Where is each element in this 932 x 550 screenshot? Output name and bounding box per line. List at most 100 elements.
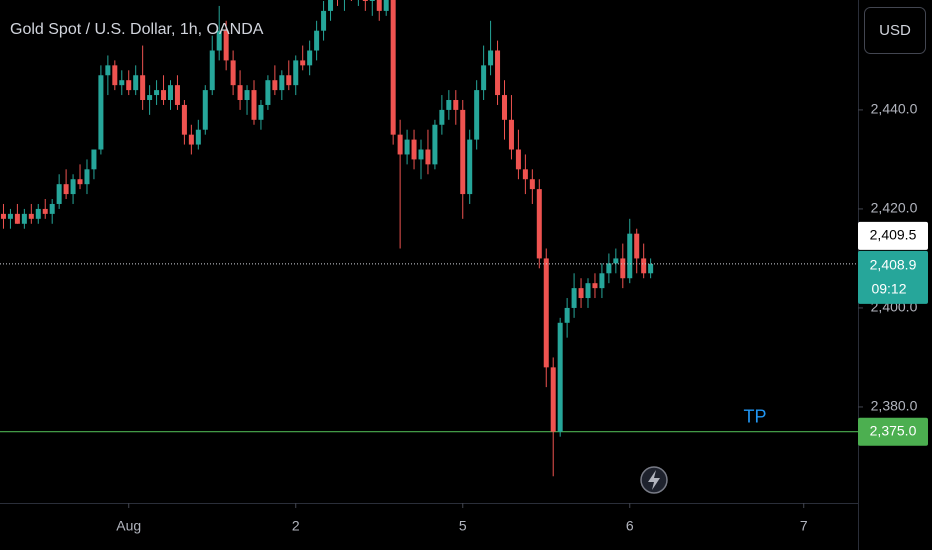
candle-body [585,283,591,299]
candle-body [230,60,236,86]
candle-body [578,288,584,299]
candle-body [251,90,257,120]
last-price-box [858,250,928,304]
y-tick-label: 2,440.0 [871,101,918,117]
candle-body [77,179,83,185]
candle-body [98,75,104,150]
x-tick-label: 7 [800,518,808,534]
candle-body [362,0,368,1]
candle-body [515,149,521,170]
candle-body [56,184,62,204]
candle-body [522,169,528,180]
candle-body [529,179,535,190]
candle-body [91,149,97,170]
candle-body [627,233,633,279]
candle-body [543,258,549,368]
candle-body [328,0,334,11]
candle-body [495,50,501,96]
candle-body [460,109,466,195]
candle-body [536,189,542,259]
candle-body [223,30,229,61]
candle-body [446,100,452,110]
candle-body [592,283,598,289]
candle-body [272,80,278,91]
candle-body [174,85,180,105]
currency-label[interactable]: USD [879,22,911,39]
x-tick-label: 5 [459,518,467,534]
countdown-label: 09:12 [871,281,906,297]
candle-body [119,80,125,86]
candle-body [237,85,243,101]
candle-body [293,60,299,86]
candle-body [202,90,208,130]
alert-bolt[interactable] [648,470,660,490]
candle-body [265,80,271,105]
candle-body [641,258,647,274]
y-tick-label: 2,380.0 [871,398,918,414]
candle-body [501,95,508,120]
candle-body [167,85,173,101]
last-price-label: 2,408.9 [870,257,917,273]
candle-body [439,109,445,125]
candle-body [49,203,55,214]
candle-body [564,307,570,323]
candle-body [154,90,160,96]
candle-body [550,367,556,432]
target-price-label: 2,375.0 [870,422,917,438]
candle-body [63,184,69,195]
candle-body [161,90,167,101]
candle-body [390,0,396,135]
candle-body [286,75,292,86]
candle-body [70,179,76,195]
candle-body [105,65,111,76]
candle-body [209,50,215,91]
candle-body [28,213,34,219]
candle-body [188,134,194,145]
y-tick-label: 2,420.0 [871,200,918,216]
candle-body [216,30,222,51]
candle-body [300,60,306,66]
candle-body [613,258,619,264]
candle-body [648,263,654,274]
candle-body [634,233,640,259]
alert-icon[interactable] [640,466,668,494]
candle-body [432,124,438,165]
candle-body [140,75,146,101]
candle-body [557,322,563,432]
candle-body [376,0,382,11]
candle-body [147,95,153,101]
candle-body [425,149,431,165]
candle-body [7,213,13,219]
candle-body [244,90,250,101]
candle-body [481,65,487,91]
candle-body [620,258,626,279]
candle-body [397,134,403,155]
candle-body [112,65,118,86]
candle-body [508,119,514,150]
candle-body [467,139,473,195]
candle-body [258,104,264,120]
candle-body [404,139,410,155]
candle-body [606,263,612,274]
candle-body [314,30,320,51]
x-tick-label: 6 [626,518,634,534]
target-text: TP [743,406,766,426]
candle-body [488,50,494,66]
candle-body [35,208,41,219]
candle-body [181,104,187,135]
x-tick-label: 2 [292,518,300,534]
chart-title: Gold Spot / U.S. Dollar, 1h, OANDA [10,21,264,38]
currency-button[interactable] [864,7,926,54]
candle-body [21,213,27,224]
price-label-text: 2,409.5 [870,227,917,243]
candle-body [14,213,20,224]
candle-body [126,80,132,91]
candle-body [599,273,605,289]
candle-body [369,0,375,1]
candle-body [571,288,577,308]
candle-body [42,208,48,214]
price-label-box [858,221,928,250]
candle-body [84,169,90,185]
candle-body [0,213,6,219]
